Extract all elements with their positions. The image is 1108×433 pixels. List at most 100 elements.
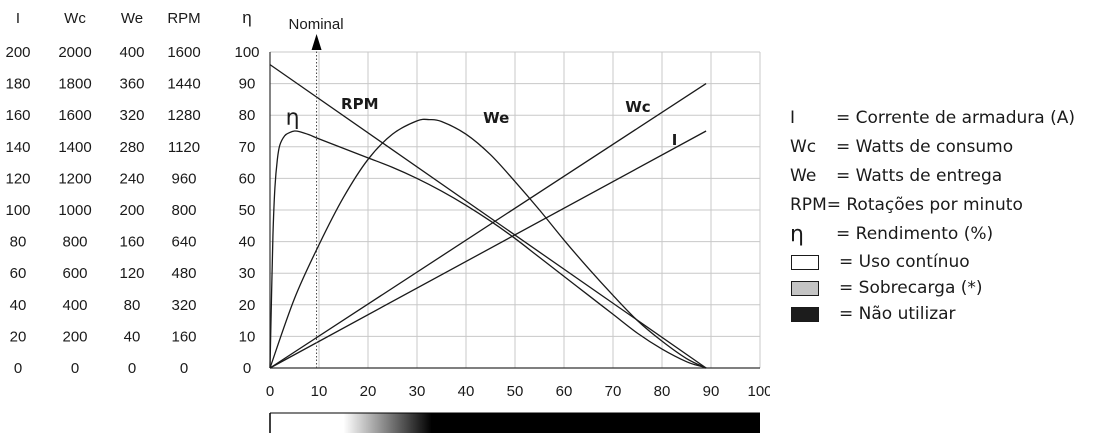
y-column-header: We (121, 10, 143, 27)
legend-zone-continuous: = Uso contínuo (790, 249, 1105, 275)
y-tick-label: 360 (119, 76, 144, 93)
efficiency-curve-label: η (286, 106, 300, 131)
y-column-header: I (16, 10, 20, 27)
y-tick-label: 1600 (58, 107, 91, 124)
y-tick-label: 1600 (167, 44, 200, 61)
legend-zone-overload: = Sobrecarga (*) (790, 275, 1105, 301)
y-tick-label: 160 (171, 328, 196, 345)
legend-item-current: I = Corrente de armadura (A) (790, 104, 1105, 133)
y-tick-label: 1800 (58, 76, 91, 93)
y-tick-label: 40 (124, 328, 141, 345)
y-tick-label: 320 (171, 297, 196, 314)
y-tick-label: 140 (5, 139, 30, 156)
y-tick-label: 280 (119, 139, 144, 156)
y-tick-label: 40 (239, 234, 256, 251)
legend-text: = Watts de entrega (836, 166, 1003, 186)
y-tick-label: 200 (119, 202, 144, 219)
y-tick-label: 0 (243, 360, 251, 377)
y-tick-label: 200 (5, 44, 30, 61)
y-tick-label: 50 (239, 202, 256, 219)
y-tick-label: 480 (171, 265, 196, 282)
y-tick-label: 80 (124, 297, 141, 314)
legend-symbol: Wc (790, 137, 817, 157)
legend-symbol: I (790, 108, 796, 128)
x-tick-label: 20 (360, 383, 377, 400)
zone-text: = Não utilizar (839, 304, 956, 324)
tick-labels: I020406080100120140160180200Wc0200400600… (5, 8, 770, 400)
y-tick-label: 960 (171, 170, 196, 187)
y-tick-label: 90 (239, 76, 256, 93)
y-tick-label: 800 (171, 202, 196, 219)
y-tick-label: 20 (239, 297, 256, 314)
y-tick-label: 60 (10, 265, 27, 282)
zone-text: = Sobrecarga (*) (839, 278, 983, 298)
legend-item-rpm: RPM = Rotações por minuto (790, 191, 1105, 220)
y-column-header: η (242, 8, 251, 27)
y-tick-label: 1200 (58, 170, 91, 187)
y-tick-label: 640 (171, 234, 196, 251)
consumed-watts-curve (269, 83, 707, 369)
x-tick-label: 50 (507, 383, 524, 400)
x-tick-label: 70 (605, 383, 622, 400)
x-tick-label: 100 (747, 383, 770, 400)
x-tick-label: 30 (409, 383, 426, 400)
y-tick-label: 0 (14, 360, 22, 377)
y-tick-label: 20 (10, 328, 27, 345)
y-tick-label: 80 (10, 234, 27, 251)
motor-performance-chart: I020406080100120140160180200Wc0200400600… (5, 8, 770, 433)
y-tick-label: 1120 (168, 139, 200, 156)
legend-item-efficiency: η = Rendimento (%) (790, 220, 1105, 249)
legend-text: = Corrente de armadura (A) (836, 108, 1075, 128)
y-tick-label: 80 (239, 107, 256, 124)
y-tick-label: 100 (5, 202, 30, 219)
x-tick-label: 0 (266, 383, 274, 400)
y-tick-label: 400 (119, 44, 144, 61)
y-tick-label: 240 (119, 170, 144, 187)
y-tick-label: 400 (62, 297, 87, 314)
y-tick-label: 160 (119, 234, 144, 251)
legend-item-delivered-watts: We = Watts de entrega (790, 162, 1105, 191)
y-tick-label: 1400 (58, 139, 91, 156)
y-tick-label: 1440 (167, 76, 200, 93)
plot-grid (269, 51, 761, 369)
efficiency-curve (269, 130, 707, 369)
y-tick-label: 800 (62, 234, 87, 251)
y-column-header: RPM (167, 10, 200, 27)
y-tick-label: 320 (119, 107, 144, 124)
curves (269, 64, 707, 369)
nominal-label: Nominal (289, 16, 344, 33)
consumed-watts-curve-label: Wc (625, 98, 650, 116)
legend-zone-do-not-use: = Não utilizar (790, 301, 1105, 327)
legend: I = Corrente de armadura (A) Wc = Watts … (790, 104, 1105, 327)
nominal-arrow (311, 34, 322, 50)
curve-labels: RPM I Wc We η (286, 95, 678, 149)
delivered-watts-curve-label: We (483, 109, 509, 127)
legend-symbol: η (790, 222, 804, 247)
y-tick-label: 60 (239, 170, 256, 187)
legend-text: = Rendimento (%) (836, 224, 994, 244)
y-tick-label: 120 (5, 170, 30, 187)
x-tick-label: 60 (556, 383, 573, 400)
x-tick-label: 90 (703, 383, 720, 400)
y-tick-label: 40 (10, 297, 27, 314)
y-tick-label: 100 (234, 44, 259, 61)
rpm-curve-label: RPM (341, 95, 378, 113)
y-tick-label: 0 (180, 360, 188, 377)
y-tick-label: 30 (239, 265, 256, 282)
x-tick-label: 10 (311, 383, 328, 400)
y-tick-label: 180 (5, 76, 30, 93)
y-tick-label: 200 (62, 328, 87, 345)
current-curve (269, 130, 707, 369)
y-tick-label: 70 (239, 139, 256, 156)
y-tick-label: 120 (119, 265, 144, 282)
legend-symbol: RPM (790, 195, 827, 215)
legend-item-consumed-watts: Wc = Watts de consumo (790, 133, 1105, 162)
zone-swatch (791, 280, 819, 296)
nominal-marker: Nominal (289, 16, 344, 368)
y-tick-label: 0 (128, 360, 136, 377)
x-tick-label: 80 (654, 383, 671, 400)
y-tick-label: 160 (5, 107, 30, 124)
zone-gradient-bar (269, 412, 760, 433)
y-column-header: Wc (64, 10, 86, 27)
y-tick-label: 10 (239, 328, 256, 345)
